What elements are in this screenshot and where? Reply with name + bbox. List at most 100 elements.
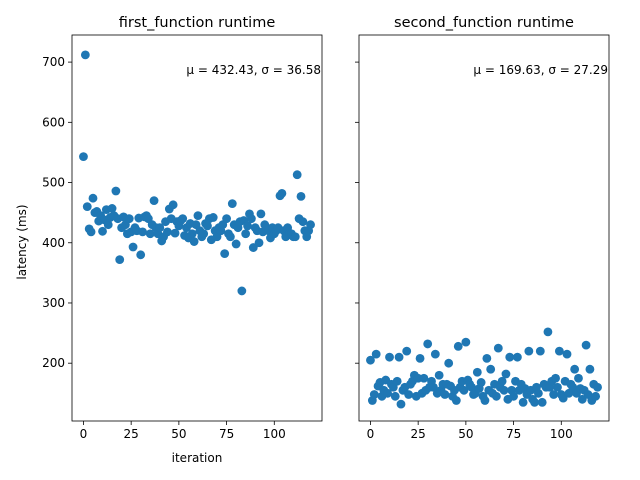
data-point — [472, 367, 482, 377]
data-point — [451, 396, 461, 405]
data-point — [453, 341, 463, 351]
data-point — [155, 223, 165, 233]
scatter-series — [366, 327, 602, 409]
data-point — [585, 364, 595, 374]
x-tick-label: 50 — [171, 427, 186, 441]
chart-title: first_function runtime — [119, 15, 276, 31]
data-point — [292, 170, 302, 180]
data-point — [227, 199, 237, 209]
data-point — [187, 229, 197, 239]
data-point — [396, 399, 406, 409]
data-point — [243, 221, 252, 231]
data-point — [562, 349, 572, 359]
data-point — [533, 388, 543, 398]
data-point — [82, 202, 92, 212]
data-point — [231, 239, 241, 249]
data-point — [419, 373, 429, 383]
data-point — [480, 396, 490, 405]
data-point — [277, 188, 287, 198]
x-tick-label: 0 — [80, 427, 88, 441]
data-point — [392, 376, 402, 386]
data-point — [256, 209, 266, 219]
data-point — [385, 352, 394, 362]
data-point — [549, 390, 559, 399]
data-point — [581, 340, 591, 350]
data-point — [170, 228, 180, 238]
stats-annotation: μ = 432.43, σ = 36.58 — [186, 63, 321, 77]
data-point — [430, 349, 440, 359]
data-point — [115, 255, 125, 265]
data-point — [111, 186, 121, 196]
data-point — [482, 353, 492, 363]
data-point — [220, 249, 230, 258]
y-tick-label: 600 — [42, 115, 65, 129]
data-point — [168, 200, 178, 210]
y-tick-label: 300 — [42, 296, 65, 310]
data-point — [383, 388, 393, 398]
data-point — [86, 227, 96, 237]
data-point — [246, 214, 256, 224]
axes-frame — [71, 34, 323, 422]
data-point — [461, 337, 471, 347]
data-point — [296, 191, 306, 201]
x-axis-ticks: 0 25 50 75 100 — [367, 421, 573, 441]
x-tick-label: 100 — [550, 427, 573, 441]
data-point — [306, 220, 315, 230]
x-tick-label: 50 — [458, 427, 473, 441]
x-tick-label: 75 — [219, 427, 234, 441]
data-point — [524, 346, 534, 356]
data-point — [518, 397, 528, 407]
data-point — [497, 376, 507, 386]
data-point — [423, 339, 433, 349]
data-point — [492, 391, 501, 401]
stats-annotation: μ = 169.63, σ = 27.29 — [473, 63, 608, 77]
x-tick-label: 25 — [411, 427, 426, 441]
x-tick-label: 0 — [367, 427, 375, 441]
data-point — [486, 364, 496, 374]
data-point — [415, 353, 425, 363]
data-point — [574, 373, 583, 383]
data-point — [371, 349, 381, 359]
data-point — [366, 355, 375, 365]
data-point — [554, 346, 564, 356]
data-point — [145, 229, 155, 239]
data-point — [88, 193, 98, 203]
data-point — [290, 232, 300, 242]
data-point — [298, 217, 308, 227]
data-point — [593, 382, 602, 392]
data-point — [107, 204, 117, 213]
data-point — [543, 327, 553, 337]
data-point — [551, 373, 560, 383]
data-point — [513, 352, 522, 362]
data-point — [254, 238, 264, 248]
data-point — [530, 397, 539, 407]
axes-frame — [358, 34, 610, 422]
data-point — [237, 286, 247, 296]
data-point — [440, 390, 450, 399]
y-tick-label: 500 — [42, 176, 65, 190]
data-point — [138, 227, 148, 237]
x-tick-label: 100 — [263, 427, 286, 441]
data-point — [402, 346, 412, 356]
y-tick-label: 400 — [42, 236, 65, 250]
data-point — [226, 232, 235, 242]
data-point — [128, 242, 138, 252]
data-point — [80, 50, 90, 60]
data-point — [136, 250, 146, 260]
data-point — [149, 196, 159, 206]
data-point — [193, 211, 203, 221]
x-axis-label: iteration — [172, 451, 223, 465]
y-axis-ticks: 200 300 400 500 600 700 — [42, 55, 72, 370]
data-point — [591, 391, 601, 401]
data-point — [505, 352, 515, 362]
data-point — [501, 369, 511, 379]
data-point — [537, 397, 547, 407]
data-point — [499, 385, 509, 395]
data-point — [79, 152, 88, 162]
data-point — [189, 237, 199, 246]
data-point — [570, 364, 580, 374]
data-point — [509, 391, 518, 401]
data-point — [222, 214, 231, 224]
subplot-second-function: second_function runtime μ = 169.63, σ = … — [355, 15, 610, 441]
data-point — [369, 390, 379, 399]
